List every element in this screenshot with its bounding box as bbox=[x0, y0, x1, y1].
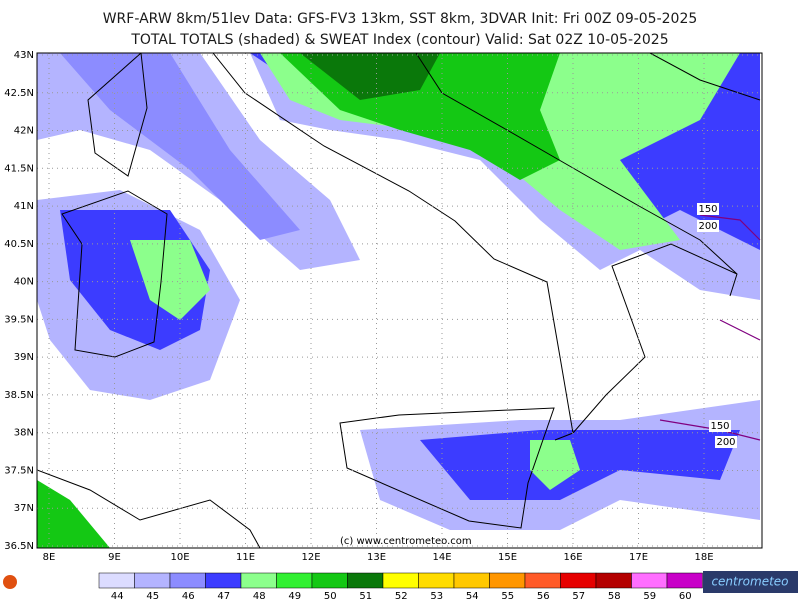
lat-label: 42N bbox=[14, 126, 34, 137]
right-logo bbox=[703, 571, 798, 593]
contour-label-bg bbox=[697, 203, 719, 215]
lon-label: 9E bbox=[108, 552, 121, 563]
contour-label-bg bbox=[697, 220, 719, 232]
lat-label: 39.5N bbox=[4, 314, 34, 325]
lat-label: 40.5N bbox=[4, 239, 34, 250]
lat-label: 41N bbox=[14, 201, 34, 212]
legend-swatch bbox=[631, 572, 668, 589]
lon-label: 13E bbox=[367, 552, 386, 563]
legend-label: 60 bbox=[679, 591, 692, 600]
lat-label: 39N bbox=[14, 352, 34, 363]
legend-swatch bbox=[666, 572, 703, 589]
legend-swatch bbox=[489, 572, 526, 589]
lon-label: 10E bbox=[170, 552, 189, 563]
lat-label: 36.5N bbox=[4, 541, 34, 552]
lon-label: 17E bbox=[629, 552, 648, 563]
left-logo bbox=[3, 575, 17, 589]
contour-label-bg bbox=[715, 436, 737, 448]
watermark: (c) www.centrometeo.com bbox=[340, 536, 472, 547]
lon-label: 18E bbox=[694, 552, 713, 563]
legend-swatch bbox=[240, 572, 277, 589]
lat-label: 37.5N bbox=[4, 465, 34, 476]
legend-label: 55 bbox=[501, 591, 514, 600]
lat-label: 38N bbox=[14, 428, 34, 439]
legend-label: 59 bbox=[643, 591, 656, 600]
legend-label: 56 bbox=[537, 591, 550, 600]
legend-label: 52 bbox=[395, 591, 408, 600]
lat-label: 37N bbox=[14, 503, 34, 514]
legend-label: 46 bbox=[182, 591, 195, 600]
lat-label: 40N bbox=[14, 277, 34, 288]
legend-swatch bbox=[418, 572, 455, 589]
contour-label: 200 bbox=[716, 437, 735, 448]
map-frame bbox=[36, 52, 763, 549]
legend-label: 54 bbox=[466, 591, 479, 600]
legend-swatch bbox=[169, 572, 206, 589]
header-line2: TOTAL TOTALS (shaded) & SWEAT Index (con… bbox=[130, 32, 668, 48]
lon-label: 14E bbox=[432, 552, 451, 563]
legend-swatch bbox=[205, 572, 242, 589]
legend-swatch bbox=[524, 572, 561, 589]
right-logo-text: centrometeo bbox=[711, 575, 788, 589]
legend-swatch bbox=[382, 572, 419, 589]
legend-label: 45 bbox=[146, 591, 159, 600]
legend-swatch bbox=[311, 572, 348, 589]
lat-label: 41.5N bbox=[4, 163, 34, 174]
map-area bbox=[37, 53, 762, 548]
contour-label: 150 bbox=[710, 421, 729, 432]
legend-swatch bbox=[276, 572, 313, 589]
legend-swatch bbox=[453, 572, 490, 589]
lon-label: 15E bbox=[498, 552, 517, 563]
legend-label: 58 bbox=[608, 591, 621, 600]
legend-label: 49 bbox=[288, 591, 301, 600]
lon-label: 11E bbox=[236, 552, 255, 563]
lon-label: 16E bbox=[563, 552, 582, 563]
legend-swatch bbox=[595, 572, 632, 589]
legend-swatch bbox=[560, 572, 597, 589]
lon-label: 8E bbox=[43, 552, 56, 563]
contour-label: 150 bbox=[698, 204, 717, 215]
lat-label: 43N bbox=[14, 50, 34, 61]
legend-swatch bbox=[98, 572, 135, 589]
contour-label: 200 bbox=[698, 221, 717, 232]
legend-label: 51 bbox=[359, 591, 372, 600]
lat-label: 42.5N bbox=[4, 88, 34, 99]
legend-label: 48 bbox=[253, 591, 266, 600]
legend-swatch bbox=[347, 572, 384, 589]
legend-label: 44 bbox=[111, 591, 124, 600]
legend-label: 53 bbox=[430, 591, 443, 600]
lat-label: 38.5N bbox=[4, 390, 34, 401]
legend-label: 50 bbox=[324, 591, 337, 600]
legend-label: 57 bbox=[572, 591, 585, 600]
legend-swatch bbox=[134, 572, 171, 589]
graticule bbox=[37, 53, 762, 548]
legend-label: 47 bbox=[217, 591, 230, 600]
shading bbox=[37, 53, 760, 548]
header-line1: WRF-ARW 8km/51lev Data: GFS-FV3 13km, SS… bbox=[103, 11, 698, 27]
contour-label-bg bbox=[709, 420, 731, 432]
lon-label: 12E bbox=[301, 552, 320, 563]
